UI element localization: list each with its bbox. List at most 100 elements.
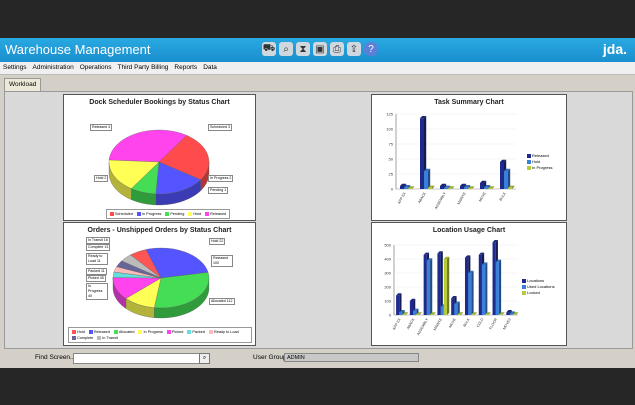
bar-side bbox=[460, 312, 463, 315]
bar-top bbox=[428, 185, 435, 188]
bar-locations bbox=[409, 301, 414, 315]
app-window: Warehouse Management ⛟ ⌕ ⧗ ▣ ⎙ ⇪ ? jda. … bbox=[0, 38, 635, 368]
pie-slice-in-progress bbox=[155, 161, 201, 195]
bar-locked bbox=[402, 314, 406, 315]
bar-top bbox=[437, 251, 443, 254]
x-category-label: MAINTE bbox=[457, 191, 468, 205]
bar-top bbox=[424, 168, 431, 171]
bar-side bbox=[430, 258, 433, 315]
bar-side bbox=[432, 185, 435, 189]
bar-released bbox=[480, 183, 484, 189]
menu-operations[interactable]: Operations bbox=[79, 64, 112, 71]
orders-chart-title: Orders - Unshipped Orders by Status Char… bbox=[87, 227, 232, 234]
bar-used-locations bbox=[481, 264, 486, 315]
save-icon[interactable]: ▣ bbox=[313, 42, 327, 56]
bar-locked bbox=[430, 314, 434, 315]
y-tick-label: 75 bbox=[389, 141, 394, 146]
export-icon[interactable]: ⇪ bbox=[347, 42, 361, 56]
bar-hold bbox=[404, 187, 408, 189]
y-tick-label: 0 bbox=[391, 186, 394, 191]
jda-logo: jda. bbox=[602, 41, 627, 57]
bar-used-locations bbox=[495, 261, 499, 315]
bar-hold bbox=[464, 187, 468, 189]
find-screen-label: Find Screen... bbox=[35, 354, 76, 361]
bar-top bbox=[464, 185, 471, 188]
bar-side bbox=[502, 312, 505, 315]
bar-top bbox=[404, 185, 411, 188]
menu-data[interactable]: Data bbox=[203, 64, 217, 71]
callout-packed: Packed 11 bbox=[86, 268, 107, 275]
bar-locations bbox=[396, 295, 400, 315]
y-tick-label: 300 bbox=[384, 270, 391, 275]
legend-item: Hold bbox=[72, 329, 85, 335]
pie-slice-scheduled bbox=[158, 135, 210, 180]
bar-hold bbox=[424, 171, 428, 189]
y-tick-label: 100 bbox=[386, 126, 393, 131]
bar-released bbox=[460, 186, 464, 189]
bar-top bbox=[426, 258, 433, 261]
bar-top bbox=[471, 312, 477, 315]
bar-top bbox=[504, 168, 511, 171]
bar-side bbox=[488, 312, 491, 315]
bar-side bbox=[508, 168, 511, 189]
orders-pie-svg bbox=[112, 247, 210, 319]
x-category-label: FLOOR bbox=[489, 317, 499, 330]
bar-top bbox=[484, 185, 491, 188]
print-icon[interactable]: ⎙ bbox=[330, 42, 344, 56]
bar-side bbox=[412, 186, 415, 189]
menu-settings[interactable]: Settings bbox=[3, 64, 27, 71]
x-category-label: BULK bbox=[462, 317, 470, 328]
callout-hold: Hold 2 bbox=[94, 175, 109, 182]
legend-item: Ready to Load bbox=[208, 329, 239, 335]
truck-icon[interactable]: ⛟ bbox=[262, 42, 276, 56]
bar-top bbox=[454, 301, 460, 304]
bar-used-locations bbox=[509, 313, 513, 315]
callout-allocated: Allocated 112 bbox=[209, 298, 235, 305]
location-usage-panel: Location Usage Chart 500 400 300 200 100 0 AP… bbox=[371, 222, 567, 346]
callout-complete: Complete 13 bbox=[86, 244, 111, 251]
x-category-label: MOVE bbox=[448, 317, 457, 329]
bar-side bbox=[515, 312, 519, 315]
y-tick-label: 50 bbox=[389, 156, 394, 161]
legend-item: Hold bbox=[527, 159, 552, 165]
menu-administration[interactable]: Administration bbox=[32, 64, 74, 71]
dock-legend: Scheduled In Progress Pending Hold Relea… bbox=[106, 209, 231, 219]
bar-hold bbox=[484, 187, 488, 189]
bar-used-locations bbox=[454, 303, 458, 315]
bar-top bbox=[416, 312, 422, 315]
legend-item: In Transit bbox=[97, 335, 118, 341]
task-summary-panel: Task Summary Chart 125 100 75 50 25 0 APP EX A… bbox=[371, 94, 567, 221]
legend-item: In Progress bbox=[136, 211, 161, 217]
location-legend: Locations Used Locations Locked bbox=[522, 278, 555, 296]
bar-top bbox=[498, 312, 505, 315]
hourglass-icon[interactable]: ⧗ bbox=[296, 42, 310, 56]
x-category-label: MOVE bbox=[478, 191, 487, 203]
y-tick-label: 0 bbox=[389, 312, 392, 317]
pie-slice-hold bbox=[108, 159, 160, 189]
bar-top bbox=[478, 252, 485, 255]
help-icon[interactable]: ? bbox=[364, 42, 378, 56]
legend-item: Released bbox=[527, 153, 552, 159]
bar-side bbox=[419, 312, 422, 315]
pie-slice-in-transit bbox=[121, 254, 162, 279]
bar-top bbox=[480, 180, 487, 183]
x-category-label: ABACK bbox=[406, 317, 416, 330]
bar-hold bbox=[504, 171, 508, 189]
bar-top bbox=[468, 270, 474, 273]
bar-top bbox=[448, 186, 455, 189]
menu-reports[interactable]: Reports bbox=[174, 64, 198, 71]
find-search-icon[interactable]: ⌕ bbox=[199, 353, 210, 364]
find-screen-input[interactable] bbox=[73, 353, 200, 364]
bar-top bbox=[440, 183, 447, 186]
menu-third-party-billing[interactable]: Third Party Billing bbox=[117, 64, 169, 71]
search-icon[interactable]: ⌕ bbox=[279, 42, 293, 56]
bar-top bbox=[420, 116, 427, 119]
location-chart-title: Location Usage Chart bbox=[432, 227, 506, 234]
bar-top bbox=[500, 159, 507, 162]
callout-released: Released 4 bbox=[90, 124, 113, 131]
x-category-label: ASSEMBLY bbox=[416, 317, 429, 336]
location-bar-svg: 500 400 300 200 100 0 APP EX ABACK ASSEMBLY MAIN… bbox=[384, 240, 519, 336]
bar-side bbox=[492, 186, 495, 189]
tab-workload[interactable]: Workload bbox=[4, 78, 42, 91]
callout-in-progress: In Progress 2 bbox=[208, 175, 234, 182]
